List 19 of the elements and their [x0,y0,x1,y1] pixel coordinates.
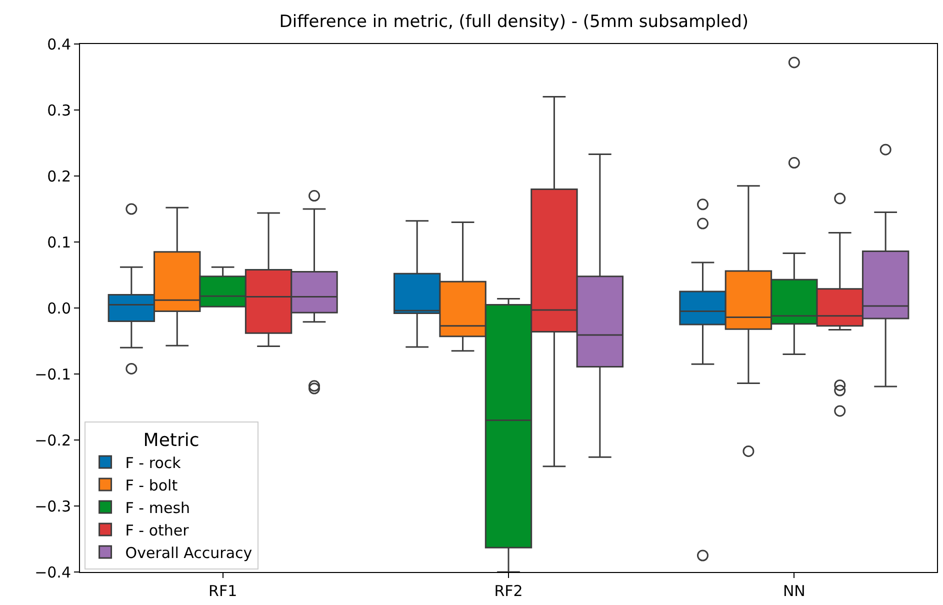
x-tick-label: NN [782,582,806,600]
y-tick-label: −0.3 [34,497,71,516]
legend-label: F - rock [125,454,182,472]
legend-label: F - other [125,521,190,540]
legend-label: F - bolt [125,476,178,494]
x-tick-label: RF2 [494,582,523,600]
y-tick-label: 0.1 [47,233,71,252]
y-tick-label: 0.0 [47,299,71,318]
legend-label: Overall Accuracy [125,544,252,562]
y-tick-label: 0.3 [47,101,71,120]
legend-title: Metric [143,430,200,451]
chart-title: Difference in metric, (full density) - (5mm subsampled) [279,12,749,32]
y-tick-label: −0.4 [34,563,71,582]
y-tick-label: −0.2 [34,431,71,450]
y-tick-label: 0.2 [47,167,71,186]
legend-label: F - mesh [125,498,190,517]
y-tick-label: −0.1 [34,365,71,384]
x-tick-label: RF1 [208,582,238,600]
y-tick-label: 0.4 [47,35,71,54]
